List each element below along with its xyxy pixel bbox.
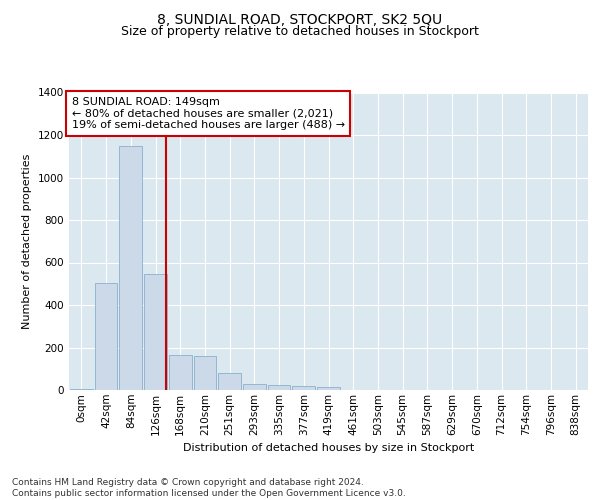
Text: 8 SUNDIAL ROAD: 149sqm
← 80% of detached houses are smaller (2,021)
19% of semi-: 8 SUNDIAL ROAD: 149sqm ← 80% of detached… — [71, 97, 345, 130]
Bar — [243, 384, 266, 390]
Text: Size of property relative to detached houses in Stockport: Size of property relative to detached ho… — [121, 25, 479, 38]
X-axis label: Distribution of detached houses by size in Stockport: Distribution of detached houses by size … — [183, 443, 474, 453]
Text: Contains HM Land Registry data © Crown copyright and database right 2024.
Contai: Contains HM Land Registry data © Crown c… — [12, 478, 406, 498]
Bar — [292, 386, 315, 390]
Y-axis label: Number of detached properties: Number of detached properties — [22, 154, 32, 329]
Bar — [144, 274, 167, 390]
Bar — [268, 385, 290, 390]
Bar — [194, 356, 216, 390]
Bar — [169, 355, 191, 390]
Text: 8, SUNDIAL ROAD, STOCKPORT, SK2 5QU: 8, SUNDIAL ROAD, STOCKPORT, SK2 5QU — [157, 12, 443, 26]
Bar — [95, 282, 118, 390]
Bar — [317, 387, 340, 390]
Bar — [70, 389, 93, 390]
Bar — [119, 146, 142, 390]
Bar — [218, 373, 241, 390]
